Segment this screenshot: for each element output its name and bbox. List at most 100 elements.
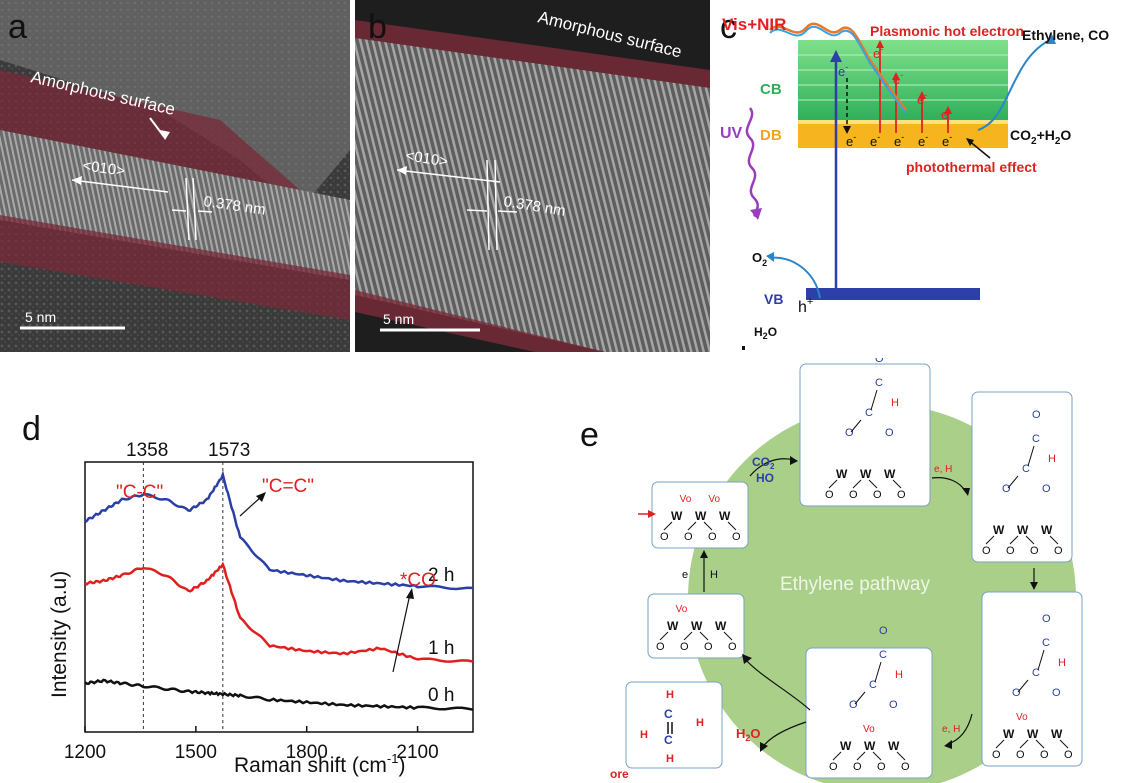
x-axis-label: Raman shift (cm-1) [234, 751, 405, 777]
cb-label: CB [760, 81, 782, 98]
svg-text:W: W [860, 467, 872, 481]
svg-text:O: O [1054, 545, 1063, 557]
svg-text:H: H [1058, 657, 1066, 669]
svg-text:O: O [1030, 545, 1039, 557]
panel-a-tem-image [0, 0, 350, 352]
svg-text:e-: e- [894, 132, 904, 149]
svg-text:O: O [680, 641, 689, 653]
svg-text:H: H [891, 397, 899, 409]
panel-b-annotations: Amorphous surface <010> 0.378 nm 5 nm [383, 7, 684, 327]
ceqc-label: "C=C" [262, 476, 314, 497]
svg-text:O: O [825, 489, 834, 501]
svg-text:O: O [875, 358, 884, 365]
svg-text:W: W [1027, 727, 1039, 741]
step6-h-label: H [710, 569, 718, 581]
svg-text:W: W [864, 739, 876, 753]
svg-text:H: H [895, 669, 903, 681]
panel-e-label: e [580, 416, 599, 454]
svg-text:W: W [1041, 523, 1053, 537]
series-label-0h: 0 h [428, 685, 454, 706]
svg-text:O: O [728, 641, 737, 653]
panel-b-scalebar-label: 5 nm [383, 311, 414, 327]
svg-text:O: O [1012, 687, 1021, 699]
intermediate-5 [805, 647, 933, 779]
svg-text:W: W [1017, 523, 1029, 537]
svg-text:O: O [845, 427, 854, 439]
svg-text:e-: e- [918, 132, 928, 149]
vb-label: VB [764, 291, 783, 307]
svg-text:O: O [901, 761, 910, 773]
peak-1358-label: 1358 [126, 440, 168, 461]
svg-text:O: O [873, 489, 882, 501]
ethylene-pathway-diagram: Ethylene pathway W W WO O O OVo VoW W WO O O OOCOCO… [610, 358, 1083, 783]
x-tick-label-1500: 1500 [175, 742, 217, 763]
x-tick-label-1800: 1800 [286, 742, 328, 763]
svg-text:W: W [691, 619, 703, 633]
pathway-label: Ethylene pathway [780, 574, 930, 595]
plasmonic-label: Plasmonic hot electron [870, 23, 1024, 39]
svg-text:C: C [1032, 433, 1040, 445]
svg-text:O: O [656, 641, 665, 653]
series-line-2h [84, 470, 474, 591]
svg-text:H: H [640, 729, 648, 741]
svg-text:C: C [664, 707, 673, 721]
panel-b-direction-label: <010> [404, 147, 449, 170]
svg-text:O: O [1006, 545, 1015, 557]
co-label: *CO [400, 570, 436, 591]
panel-b-label: b [368, 8, 387, 46]
svg-text:C: C [1022, 463, 1030, 475]
step1-label: e, H [934, 464, 952, 475]
panel-a-label: a [8, 8, 27, 46]
y-axis-label: Intensity (a.u) [48, 571, 71, 698]
svg-text:W: W [888, 739, 900, 753]
svg-text:H: H [666, 753, 674, 765]
svg-text:e-: e- [873, 44, 883, 61]
photothermal-label: photothermal effect [906, 159, 1037, 175]
svg-text:O: O [1064, 749, 1073, 761]
h2o-label: H2O [754, 325, 777, 341]
co2-h2o-label: CO2+H2O [1010, 127, 1071, 147]
svg-text:e-: e- [941, 105, 951, 122]
svg-text:W: W [667, 619, 679, 633]
panel-c-band-diagram: Vis+NIR Plasmonic hot electron Ethylene,… [720, 15, 1109, 350]
svg-text:O: O [1042, 613, 1051, 625]
svg-text:O: O [1002, 483, 1011, 495]
series-label-1h: 1 h [428, 638, 454, 659]
valence-band [806, 288, 980, 300]
panel-a-amorphous-label: Amorphous surface [29, 67, 177, 119]
svg-text:W: W [671, 509, 683, 523]
electron-markers: e- e- e- e- e- e- e- e- e- e- [838, 44, 952, 149]
svg-text:Vo: Vo [863, 724, 875, 735]
svg-text:e-: e- [870, 132, 880, 149]
svg-text:O: O [982, 545, 991, 557]
panel-a-scalebar-label: 5 nm [25, 309, 56, 325]
peak-1573-label: 1573 [208, 440, 250, 461]
svg-text:O: O [1042, 483, 1051, 495]
svg-text:C: C [1032, 667, 1040, 679]
ethylene-co-label: Ethylene, CO [1022, 27, 1109, 43]
svg-text:W: W [840, 739, 852, 753]
ethylene-product [625, 681, 723, 769]
panel-a-direction-label: <010> [81, 157, 126, 180]
co2-input-label: CO2 [752, 455, 775, 471]
svg-text:O: O [992, 749, 1001, 761]
svg-text:W: W [1003, 727, 1015, 741]
visnir-label: Vis+NIR [722, 15, 786, 34]
svg-text:e-: e- [846, 132, 856, 149]
intermediate-4 [981, 591, 1083, 767]
o2-label: O2 [752, 250, 767, 268]
panel-a-spacing-label: 0.378 nm [202, 193, 266, 219]
raman-chart: 2 h 1 h 0 h 1200 1500 1800 2100 1358 1573 "C-C… [48, 440, 474, 777]
svg-text:O: O [732, 531, 741, 543]
chart-frame [84, 461, 474, 733]
svg-text:W: W [884, 467, 896, 481]
panel-b-amorphous-label: Amorphous surface [536, 7, 684, 61]
svg-text:W: W [719, 509, 731, 523]
svg-text:Vo: Vo [1016, 712, 1028, 723]
cc-label: "C-C" [116, 482, 163, 503]
svg-text:W: W [715, 619, 727, 633]
series-label-2h: 2 h [428, 565, 454, 586]
svg-text:O: O [684, 531, 693, 543]
svg-text:O: O [829, 761, 838, 773]
svg-text:H: H [696, 717, 704, 729]
